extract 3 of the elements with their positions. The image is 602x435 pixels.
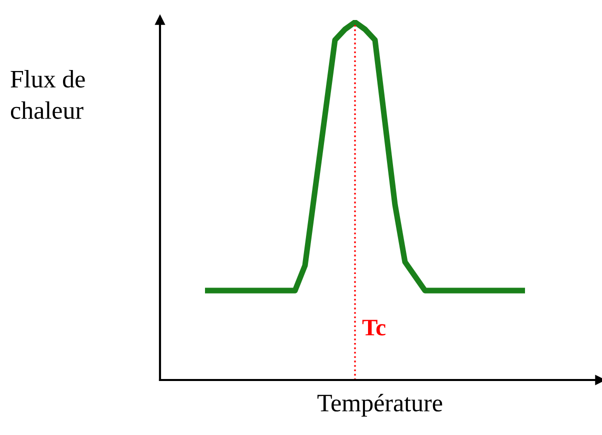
y-axis-title: Flux de chaleur [10, 70, 85, 119]
x-axis-title: Température [317, 394, 442, 417]
annotation: Tc [362, 320, 386, 336]
